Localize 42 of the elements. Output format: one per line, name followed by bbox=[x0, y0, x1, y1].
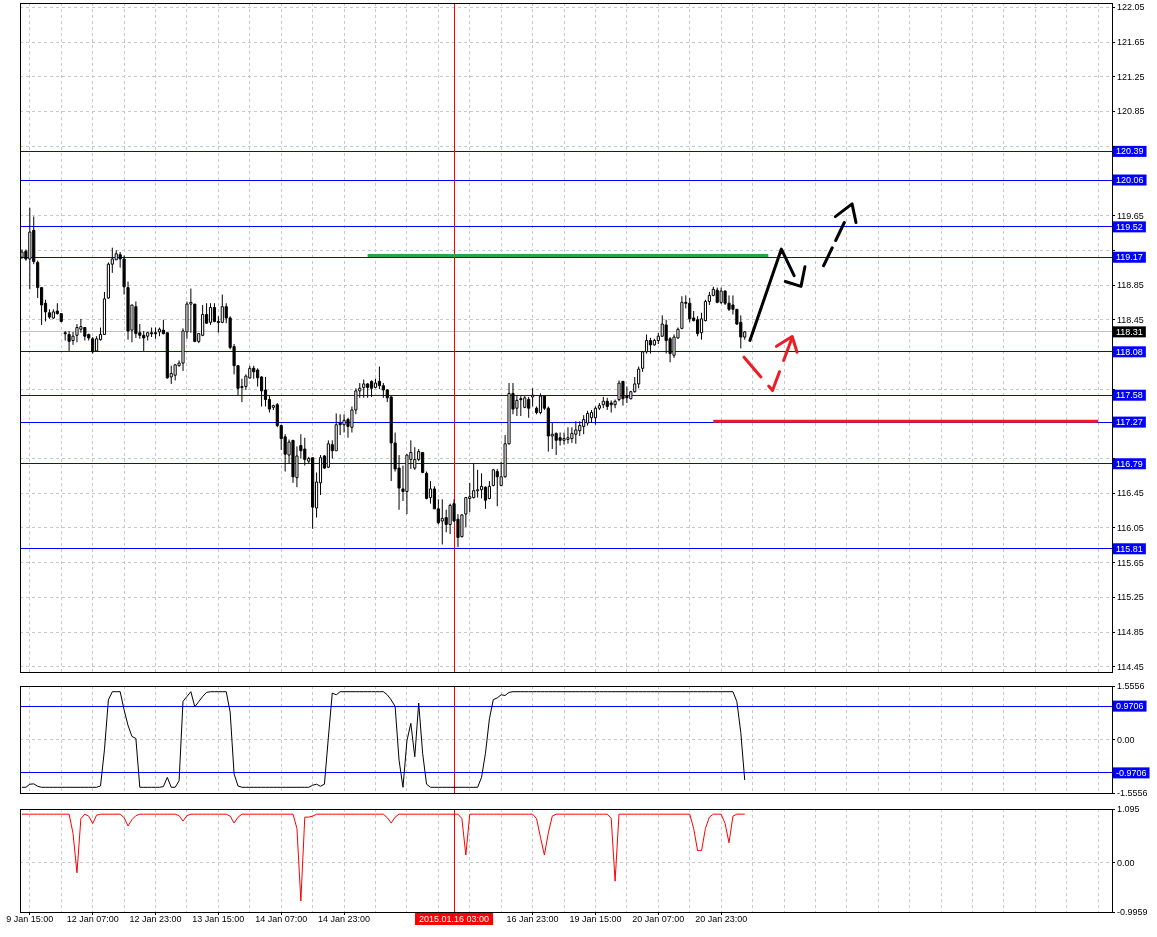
y-tick-label: 1.5556 bbox=[1117, 681, 1145, 691]
y-tick-label: 119.65 bbox=[1117, 210, 1144, 221]
y-tick-label: 116.05 bbox=[1117, 522, 1144, 533]
y-tick-label: 114.45 bbox=[1117, 661, 1144, 672]
y-tick-label: 121.65 bbox=[1117, 37, 1145, 48]
ref-line-label: -0.9706 bbox=[1116, 767, 1147, 778]
ref-line-label: 116.79 bbox=[1116, 458, 1143, 469]
ref-line-label: 117.58 bbox=[1116, 390, 1143, 401]
y-tick-label: 118.45 bbox=[1117, 314, 1144, 325]
x-tick-label: 14 Jan 23:00 bbox=[318, 914, 371, 924]
x-tick-label: 20 Jan 23:00 bbox=[695, 914, 748, 924]
y-tick-label: 116.45 bbox=[1117, 488, 1144, 499]
ref-line-label: 119.52 bbox=[1116, 221, 1143, 232]
y-tick-label: 115.65 bbox=[1117, 557, 1144, 568]
x-tick-label: 16 Jan 23:00 bbox=[506, 914, 559, 924]
y-tick-label: 120.85 bbox=[1117, 106, 1145, 117]
y-tick-label: 115.25 bbox=[1117, 592, 1144, 603]
x-tick-label: 12 Jan 07:00 bbox=[66, 914, 119, 924]
x-tick-label: 20 Jan 07:00 bbox=[632, 914, 685, 924]
y-tick-label: 121.25 bbox=[1117, 71, 1145, 82]
ref-line-label: 119.17 bbox=[1116, 252, 1143, 263]
ref-line-label: 120.06 bbox=[1116, 175, 1144, 186]
y-tick-label: 0.00 bbox=[1117, 857, 1135, 868]
ref-line-label: 0.9706 bbox=[1116, 701, 1144, 712]
ref-line-label: 117.27 bbox=[1116, 417, 1143, 428]
y-tick-label: -0.9959 bbox=[1117, 907, 1148, 917]
ref-line-label: 115.81 bbox=[1116, 543, 1143, 554]
y-tick-label: 0.00 bbox=[1117, 734, 1135, 745]
ref-line-label: 120.39 bbox=[1116, 146, 1144, 157]
ref-line-label: 118.08 bbox=[1116, 346, 1143, 357]
x-tick-label: 13 Jan 15:00 bbox=[192, 914, 245, 924]
x-tick-label: 2015.01.16 03:00 bbox=[419, 914, 490, 924]
x-tick-label: 19 Jan 15:00 bbox=[569, 914, 622, 924]
y-tick-label: 114.85 bbox=[1117, 627, 1144, 638]
y-tick-label: 1.095 bbox=[1117, 804, 1140, 814]
x-tick-label: 9 Jan 15:00 bbox=[6, 914, 54, 924]
x-tick-label: 12 Jan 23:00 bbox=[129, 914, 182, 924]
ref-line-label: 118.31 bbox=[1116, 326, 1143, 337]
y-tick-label: -1.5556 bbox=[1117, 788, 1148, 798]
y-tick-label: 118.85 bbox=[1117, 280, 1144, 290]
x-tick-label: 14 Jan 07:00 bbox=[255, 914, 308, 924]
y-tick-label: 122.05 bbox=[1117, 2, 1145, 13]
